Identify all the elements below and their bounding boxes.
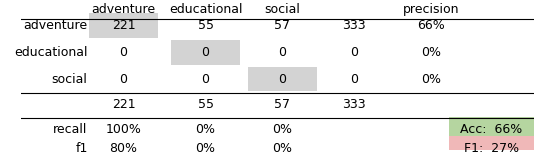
Text: 221: 221 [112,98,135,111]
FancyBboxPatch shape [248,67,317,91]
Text: precision: precision [403,3,460,16]
Text: 221: 221 [112,19,135,32]
Text: 57: 57 [274,98,291,111]
Text: 0%: 0% [272,123,293,136]
Text: educational: educational [169,3,242,16]
Text: recall: recall [54,123,88,136]
Text: adventure: adventure [91,3,156,16]
Text: 57: 57 [274,19,291,32]
Text: educational: educational [14,46,88,59]
Text: 66%: 66% [417,19,445,32]
Text: 0: 0 [278,73,286,86]
Text: social: social [52,73,88,86]
Text: 0%: 0% [195,123,216,136]
Text: 0: 0 [202,73,210,86]
Text: 0%: 0% [195,142,216,155]
Text: 333: 333 [342,19,366,32]
Text: social: social [264,3,300,16]
FancyBboxPatch shape [449,136,533,157]
Text: f1: f1 [75,142,88,155]
Text: 0%: 0% [421,46,441,59]
Text: 0: 0 [278,46,286,59]
Text: 0: 0 [119,46,127,59]
Text: 55: 55 [197,98,213,111]
Text: 0%: 0% [272,142,293,155]
Text: 80%: 80% [110,142,137,155]
Text: 100%: 100% [105,123,141,136]
Text: Acc:  66%: Acc: 66% [460,123,523,136]
FancyBboxPatch shape [449,116,533,143]
Text: 0: 0 [119,73,127,86]
Text: 333: 333 [342,98,366,111]
FancyBboxPatch shape [171,40,240,65]
Text: 0: 0 [350,73,358,86]
Text: 0%: 0% [421,73,441,86]
Text: 55: 55 [197,19,213,32]
Text: F1:  27%: F1: 27% [464,142,519,155]
Text: 0: 0 [350,46,358,59]
FancyBboxPatch shape [89,13,158,38]
Text: 0: 0 [202,46,210,59]
Text: adventure: adventure [24,19,88,32]
